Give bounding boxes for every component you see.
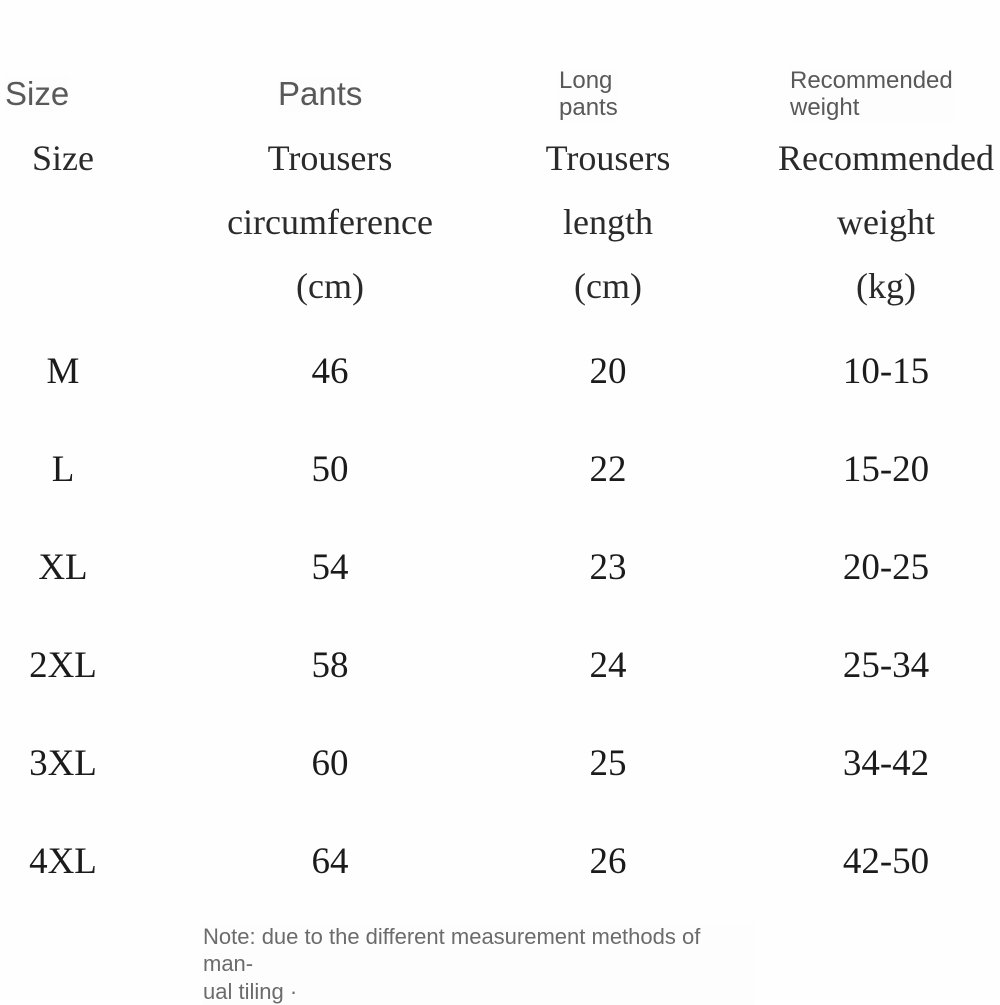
table-row-circumference: 46	[311, 351, 349, 392]
column-header-weight-line1: Recommended	[778, 138, 994, 178]
table-row-length: 26	[589, 841, 627, 882]
column-header-circumference-unit: (cm)	[296, 266, 364, 306]
table-row-length: 22	[589, 449, 627, 490]
table-row-length: 24	[589, 645, 627, 686]
column-header-trousers-length: Trousers length (cm)	[488, 126, 728, 318]
table-row-size: XL	[38, 547, 88, 588]
column-header-weight-unit: (kg)	[856, 266, 916, 306]
table-row-size: L	[51, 449, 75, 490]
column-header-length-line1: Trousers	[545, 138, 671, 178]
table-row-length: 23	[589, 547, 627, 588]
table-row-size: 2XL	[29, 645, 97, 686]
table-row-size: M	[46, 351, 80, 392]
table-row-size: 3XL	[29, 743, 97, 784]
table-row-weight: 42-50	[842, 841, 930, 882]
column-header-length-unit: (cm)	[574, 266, 642, 306]
column-header-length-line2: length	[563, 202, 653, 242]
table-row-circumference: 60	[311, 743, 349, 784]
table-row-weight: 15-20	[842, 449, 930, 490]
overlay-label-recommended-weight: Recommended weight	[790, 67, 953, 122]
column-header-size-line1: Size	[32, 138, 94, 178]
table-row-length: 25	[589, 743, 627, 784]
overlay-label-size: Size	[5, 75, 70, 113]
table-row-size: 4XL	[29, 841, 97, 882]
table-row-weight: 25-34	[842, 645, 930, 686]
column-header-size: Size	[0, 126, 126, 190]
table-row-circumference: 64	[311, 841, 349, 882]
column-header-trousers-circumference: Trousers circumference (cm)	[180, 126, 480, 318]
overlay-label-long-pants: Long pants	[559, 67, 618, 122]
table-row-length: 20	[589, 351, 627, 392]
column-header-recommended-weight: Recommended weight (kg)	[760, 126, 1000, 318]
table-row-weight: 20-25	[842, 547, 930, 588]
table-row-weight: 10-15	[842, 351, 930, 392]
table-row-circumference: 58	[311, 645, 349, 686]
footnote-note: Note: due to the different measurement m…	[203, 923, 755, 1005]
column-header-weight-line2: weight	[837, 202, 935, 242]
column-header-circumference-line1: Trousers	[267, 138, 393, 178]
table-row-weight: 34-42	[842, 743, 930, 784]
overlay-label-pants: Pants	[278, 75, 363, 113]
column-header-circumference-line2: circumference	[227, 202, 433, 242]
table-row-circumference: 50	[311, 449, 349, 490]
table-row-circumference: 54	[311, 547, 349, 588]
